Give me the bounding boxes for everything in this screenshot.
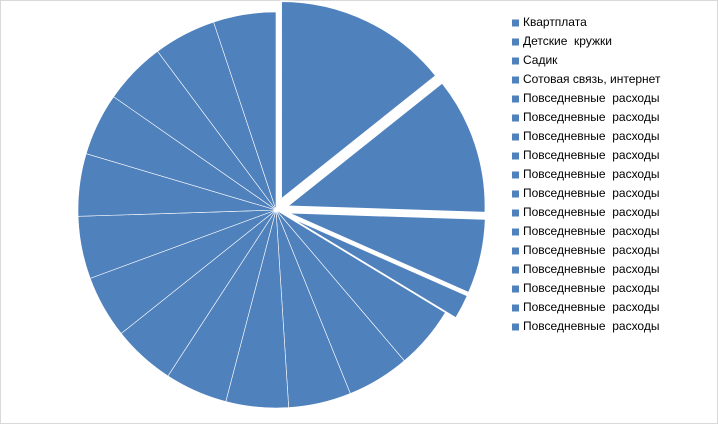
legend-swatch [512,304,519,312]
legend-label: Повседневные расходы [523,205,659,219]
legend-label: Садик [523,53,558,67]
legend-label: Повседневные расходы [523,91,659,105]
legend-label: Повседневные расходы [523,243,659,257]
legend-swatch [512,228,519,236]
legend-swatch [512,209,519,217]
legend-swatch [512,114,519,122]
legend-label: Детские кружки [523,34,612,48]
pie-slice [287,211,487,294]
legend-swatch [512,76,519,84]
legend-swatch [512,171,519,179]
legend-label: Сотовая связь, интернет [523,72,661,86]
legend-swatch [512,152,519,160]
pie-slice [285,81,487,214]
legend-swatch [512,19,519,27]
pie-slice [213,11,277,211]
pie-slice [280,0,438,201]
legend-swatch [512,38,519,46]
legend-label: Повседневные расходы [523,186,659,200]
legend-label: Повседневные расходы [523,110,659,124]
legend-label: Повседневные расходы [523,262,659,276]
legend-swatch [512,323,519,331]
legend-label: Квартплата [523,15,587,29]
legend-label: Повседневные расходы [523,148,659,162]
legend-swatch [512,95,519,103]
legend-swatch [512,266,519,274]
legend-label: Повседневные расходы [523,281,659,295]
legend-label: Повседневные расходы [523,129,659,143]
legend-swatch [512,57,519,65]
pie-slice [286,214,469,320]
legend-swatch [512,133,519,141]
legend-label: Повседневные расходы [523,224,659,238]
legend-swatch [512,190,519,198]
legend-label: Повседневные расходы [523,300,659,314]
legend-swatch [512,247,519,255]
legend-label: Повседневные расходы [523,167,659,181]
legend-swatch [512,285,519,293]
legend-label: Повседневные расходы [523,319,659,333]
